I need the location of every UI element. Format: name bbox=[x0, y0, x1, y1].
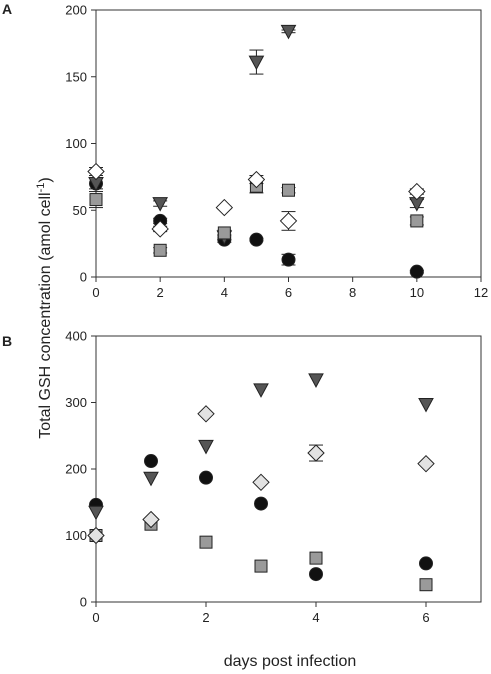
data-point-square bbox=[309, 551, 323, 565]
data-point-circle bbox=[254, 496, 268, 511]
data-point-square bbox=[217, 226, 231, 240]
data-point-square bbox=[419, 578, 433, 592]
y-axis-title-superscript: -1 bbox=[35, 183, 47, 193]
y-tick-label: 50 bbox=[73, 203, 87, 218]
data-point-diamond bbox=[307, 444, 325, 462]
y-tick-label: 0 bbox=[80, 595, 87, 610]
y-tick-label: 200 bbox=[65, 462, 87, 477]
data-point-circle bbox=[309, 567, 323, 582]
data-point-square bbox=[199, 535, 213, 549]
series-square bbox=[89, 517, 433, 592]
data-point-triangle-down bbox=[88, 505, 104, 521]
data-point-diamond bbox=[87, 526, 105, 545]
data-point-diamond bbox=[417, 454, 435, 473]
x-tick-label: 6 bbox=[422, 610, 429, 625]
x-tick-label: 4 bbox=[312, 610, 319, 625]
data-point-triangle-down bbox=[418, 397, 434, 413]
y-axis-title-main: Total GSH concentration (amol cell bbox=[37, 192, 54, 438]
y-tick-label: 200 bbox=[65, 3, 87, 18]
panel-b: B 0 100 200 300 400 0 2 4 6 bbox=[2, 329, 482, 625]
data-point-triangle-down bbox=[280, 24, 297, 40]
data-point-circle bbox=[409, 264, 424, 279]
y-tick-label: 100 bbox=[65, 528, 87, 543]
x-tick-label: 12 bbox=[474, 285, 488, 300]
data-point-triangle-down bbox=[308, 373, 324, 388]
data-point-diamond bbox=[87, 162, 105, 181]
series-triangle-down bbox=[88, 24, 425, 246]
x-tick-label: 2 bbox=[202, 610, 209, 625]
panel-b-label: B bbox=[2, 333, 12, 349]
x-axis-title: days post infection bbox=[224, 653, 357, 670]
data-point-triangle-down bbox=[248, 55, 265, 71]
series-diamond bbox=[87, 162, 426, 238]
data-point-triangle-down bbox=[152, 197, 169, 212]
x-tick-label: 10 bbox=[410, 285, 424, 300]
data-point-diamond bbox=[247, 170, 266, 189]
data-point-square bbox=[410, 214, 424, 228]
series-diamond bbox=[87, 405, 435, 545]
data-point-circle bbox=[281, 252, 296, 267]
panel-a-label: A bbox=[2, 1, 12, 17]
x-tick-label: 4 bbox=[221, 285, 228, 300]
x-tick-label: 0 bbox=[92, 610, 99, 625]
series-circle bbox=[89, 454, 433, 582]
y-tick-label: 150 bbox=[65, 69, 87, 84]
data-point-diamond bbox=[408, 182, 426, 201]
y-tick-label: 100 bbox=[65, 136, 87, 151]
data-point-triangle-down bbox=[253, 383, 269, 398]
data-point-square bbox=[282, 183, 295, 197]
series-triangle-down bbox=[88, 373, 434, 521]
data-point-square bbox=[89, 193, 103, 207]
data-point-diamond bbox=[215, 198, 234, 217]
x-tick-label: 6 bbox=[285, 285, 292, 300]
data-point-circle bbox=[249, 232, 264, 247]
y-tick-label: 0 bbox=[80, 270, 87, 285]
series-square bbox=[89, 179, 424, 257]
data-point-diamond bbox=[279, 212, 298, 230]
y-axis-title: Total GSH concentration (amol cell-1) bbox=[35, 177, 54, 438]
x-tick-label: 2 bbox=[157, 285, 164, 300]
data-point-diamond bbox=[151, 220, 169, 238]
y-axis-title-close: ) bbox=[37, 177, 54, 182]
x-tick-label: 0 bbox=[92, 285, 99, 300]
data-point-square bbox=[254, 559, 268, 573]
data-point-triangle-down bbox=[198, 439, 214, 455]
y-tick-label: 400 bbox=[65, 329, 87, 344]
data-point-circle bbox=[419, 556, 433, 571]
y-tick-label: 300 bbox=[65, 395, 87, 410]
data-point-diamond bbox=[252, 473, 270, 492]
data-point-diamond bbox=[197, 405, 215, 423]
data-point-circle bbox=[199, 470, 213, 485]
panel-a-plot-frame bbox=[95, 9, 482, 278]
data-point-circle bbox=[144, 454, 158, 469]
x-tick-label: 8 bbox=[349, 285, 356, 300]
panel-a: A 0 50 100 150 200 0 2 4 6 8 10 12 bbox=[2, 1, 488, 300]
data-point-diamond bbox=[142, 510, 160, 529]
data-point-square bbox=[153, 243, 167, 257]
data-point-triangle-down bbox=[143, 471, 159, 487]
